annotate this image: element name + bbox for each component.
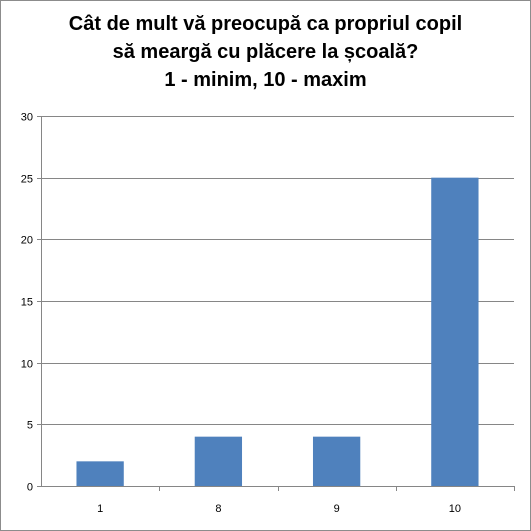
bar-8 bbox=[194, 436, 243, 486]
y-tick-label: 10 bbox=[21, 359, 33, 371]
y-tick-label: 5 bbox=[27, 420, 33, 432]
y-tick-labels: 0 5 10 15 20 25 30 bbox=[21, 112, 33, 494]
x-tick-label-10: 10 bbox=[449, 503, 461, 515]
bar-10 bbox=[431, 177, 479, 486]
bar-9 bbox=[312, 436, 361, 486]
x-tick-label-1: 1 bbox=[97, 503, 103, 515]
x-tick-label-9: 9 bbox=[334, 503, 340, 515]
chart-title: Cât de mult vă preocupă ca propriul copi… bbox=[0, 10, 531, 94]
axes bbox=[37, 116, 515, 491]
chart-title-line-2: să meargă cu plăcere la școală? bbox=[112, 41, 419, 63]
chart-title-line-3: 1 - minim, 10 - maxim bbox=[164, 69, 367, 91]
x-tick-label-8: 8 bbox=[215, 503, 221, 515]
y-tick-label: 20 bbox=[21, 235, 33, 247]
y-tick-label: 30 bbox=[21, 112, 33, 124]
chart-title-line-1: Cât de mult vă preocupă ca propriul copi… bbox=[68, 13, 463, 35]
y-tick-label: 0 bbox=[27, 482, 33, 494]
y-tick-label: 25 bbox=[21, 174, 33, 186]
bar-1 bbox=[76, 461, 124, 486]
x-tick-labels: 1 8 9 10 bbox=[97, 503, 461, 515]
bars bbox=[76, 177, 479, 486]
y-tick-label: 15 bbox=[21, 297, 33, 309]
